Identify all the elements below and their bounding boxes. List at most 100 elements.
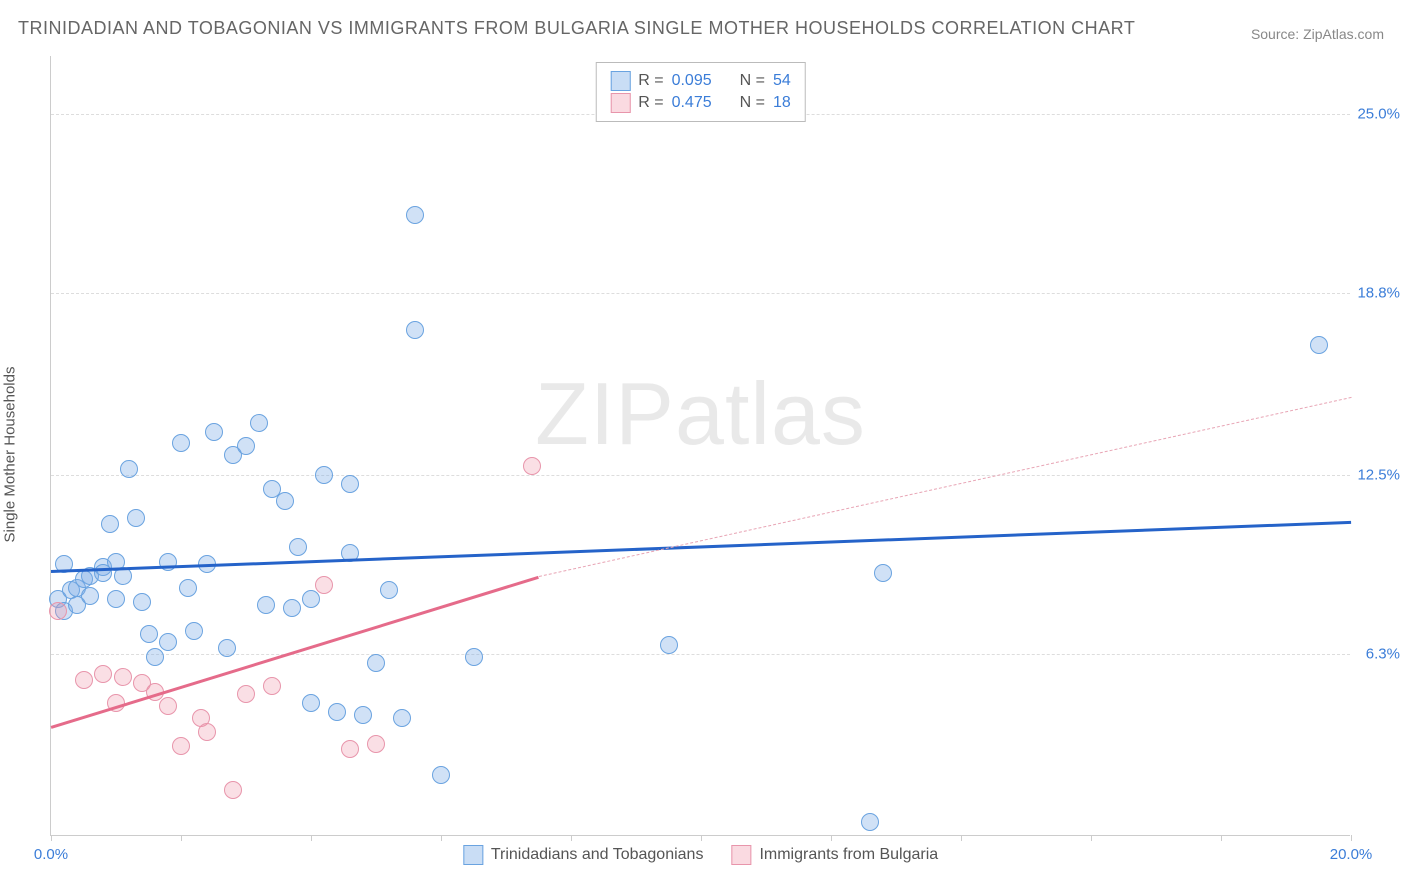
- x-tick-mark: [181, 835, 182, 841]
- data-point-blue: [205, 423, 223, 441]
- data-point-blue: [861, 813, 879, 831]
- chart-plot-area: ZIPatlas R = 0.095 N = 54 R = 0.475 N = …: [50, 56, 1350, 836]
- swatch-blue: [463, 845, 483, 865]
- x-tick-mark: [51, 835, 52, 841]
- data-point-blue: [283, 599, 301, 617]
- x-tick-mark: [1351, 835, 1352, 841]
- r-label: R =: [638, 72, 663, 90]
- data-point-blue: [257, 596, 275, 614]
- data-point-pink: [159, 697, 177, 715]
- x-tick-mark: [701, 835, 702, 841]
- n-label: N =: [740, 94, 765, 112]
- legend-stats-row-pink: R = 0.475 N = 18: [610, 93, 791, 113]
- n-value-blue: 54: [773, 72, 791, 90]
- data-point-blue: [1310, 336, 1328, 354]
- legend-stats-row-blue: R = 0.095 N = 54: [610, 71, 791, 91]
- data-point-blue: [432, 766, 450, 784]
- data-point-blue: [874, 564, 892, 582]
- legend-item-pink: Immigrants from Bulgaria: [731, 845, 938, 865]
- swatch-blue: [610, 71, 630, 91]
- data-point-pink: [49, 602, 67, 620]
- data-point-blue: [218, 639, 236, 657]
- data-point-blue: [406, 321, 424, 339]
- data-point-blue: [127, 509, 145, 527]
- data-point-blue: [81, 587, 99, 605]
- legend-series: Trinidadians and Tobagonians Immigrants …: [463, 845, 938, 865]
- data-point-blue: [107, 590, 125, 608]
- n-value-pink: 18: [773, 94, 791, 112]
- data-point-blue: [120, 460, 138, 478]
- trend-line: [538, 397, 1351, 577]
- data-point-blue: [660, 636, 678, 654]
- data-point-pink: [114, 668, 132, 686]
- r-value-pink: 0.475: [672, 94, 712, 112]
- x-tick-mark: [1091, 835, 1092, 841]
- trend-line: [51, 521, 1351, 573]
- chart-title: TRINIDADIAN AND TOBAGONIAN VS IMMIGRANTS…: [18, 18, 1135, 39]
- x-tick-mark: [1221, 835, 1222, 841]
- x-tick-mark: [441, 835, 442, 841]
- data-point-blue: [159, 633, 177, 651]
- watermark-atlas: atlas: [675, 364, 866, 463]
- data-point-blue: [328, 703, 346, 721]
- data-point-blue: [380, 581, 398, 599]
- data-point-blue: [341, 475, 359, 493]
- legend-label-blue: Trinidadians and Tobagonians: [491, 846, 704, 864]
- gridline-horizontal: [51, 475, 1350, 476]
- r-value-blue: 0.095: [672, 72, 712, 90]
- data-point-blue: [237, 437, 255, 455]
- y-tick-label: 25.0%: [1357, 105, 1400, 122]
- x-tick-mark: [311, 835, 312, 841]
- data-point-pink: [237, 685, 255, 703]
- y-axis-label: Single Mother Households: [2, 367, 19, 543]
- data-point-pink: [198, 723, 216, 741]
- data-point-blue: [302, 590, 320, 608]
- data-point-pink: [367, 735, 385, 753]
- swatch-pink: [731, 845, 751, 865]
- watermark-zip: ZIP: [535, 364, 675, 463]
- x-tick-mark: [831, 835, 832, 841]
- watermark: ZIPatlas: [535, 363, 866, 465]
- y-tick-label: 12.5%: [1357, 466, 1400, 483]
- legend-label-pink: Immigrants from Bulgaria: [759, 846, 938, 864]
- data-point-pink: [315, 576, 333, 594]
- n-label: N =: [740, 72, 765, 90]
- y-tick-label: 18.8%: [1357, 284, 1400, 301]
- data-point-pink: [94, 665, 112, 683]
- source-label: Source: ZipAtlas.com: [1251, 26, 1384, 42]
- legend-stats: R = 0.095 N = 54 R = 0.475 N = 18: [595, 62, 806, 122]
- data-point-blue: [465, 648, 483, 666]
- data-point-blue: [185, 622, 203, 640]
- data-point-blue: [367, 654, 385, 672]
- data-point-blue: [179, 579, 197, 597]
- data-point-blue: [393, 709, 411, 727]
- legend-item-blue: Trinidadians and Tobagonians: [463, 845, 704, 865]
- x-tick-mark: [571, 835, 572, 841]
- data-point-pink: [75, 671, 93, 689]
- gridline-horizontal: [51, 654, 1350, 655]
- r-label: R =: [638, 94, 663, 112]
- data-point-pink: [263, 677, 281, 695]
- gridline-horizontal: [51, 293, 1350, 294]
- data-point-pink: [224, 781, 242, 799]
- data-point-blue: [133, 593, 151, 611]
- x-tick-mark: [961, 835, 962, 841]
- data-point-blue: [172, 434, 190, 452]
- data-point-blue: [354, 706, 372, 724]
- data-point-pink: [341, 740, 359, 758]
- x-tick-label: 20.0%: [1330, 846, 1373, 863]
- data-point-pink: [523, 457, 541, 475]
- data-point-blue: [101, 515, 119, 533]
- data-point-blue: [276, 492, 294, 510]
- data-point-blue: [146, 648, 164, 666]
- swatch-pink: [610, 93, 630, 113]
- data-point-blue: [289, 538, 307, 556]
- y-tick-label: 6.3%: [1366, 646, 1400, 663]
- data-point-blue: [250, 414, 268, 432]
- data-point-pink: [172, 737, 190, 755]
- data-point-blue: [406, 206, 424, 224]
- data-point-blue: [315, 466, 333, 484]
- x-tick-label: 0.0%: [34, 846, 68, 863]
- data-point-blue: [140, 625, 158, 643]
- data-point-blue: [302, 694, 320, 712]
